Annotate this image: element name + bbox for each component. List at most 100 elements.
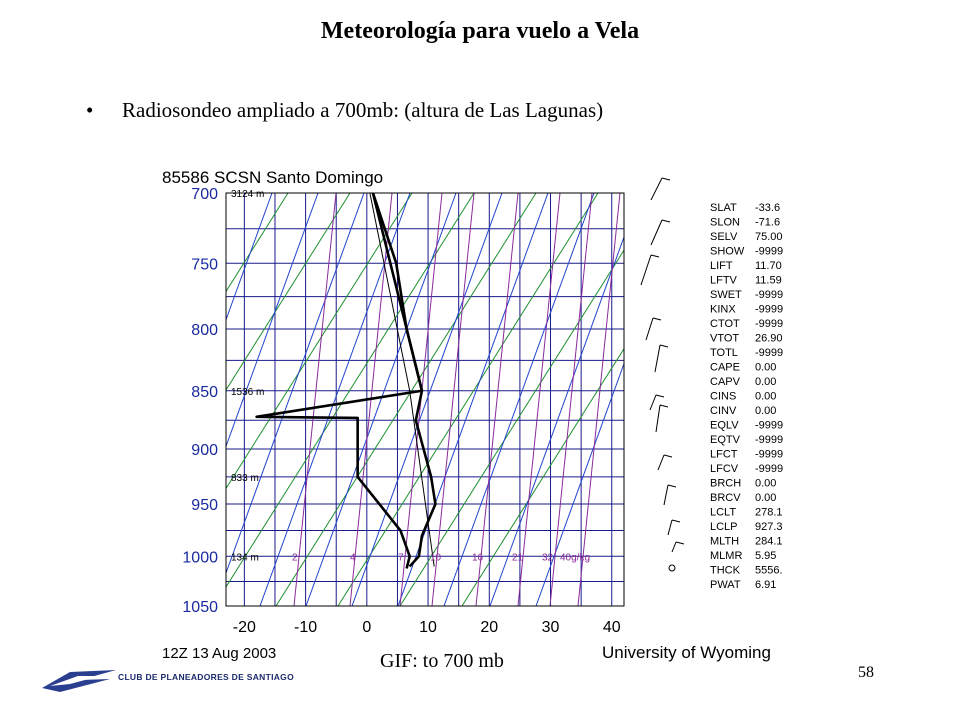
bullet-text: Radiosondeo ampliado a 700mb: (altura de… (122, 98, 604, 122)
index-value: 26.90 (755, 333, 783, 345)
index-value: -9999 (755, 463, 783, 475)
index-value: 284.1 (755, 536, 783, 548)
index-name: LFCV (710, 463, 739, 475)
index-value: 0.00 (755, 405, 776, 417)
mixing-ratio-line (293, 193, 337, 606)
index-value: -9999 (755, 304, 783, 316)
wind-barb-flag-icon (655, 394, 665, 398)
index-value: -9999 (755, 318, 783, 330)
pressure-tick-label: 950 (191, 497, 218, 514)
moist-adiabat-line (305, 193, 457, 606)
mixing-ratio-line (431, 193, 475, 606)
index-value: -9999 (755, 420, 783, 432)
moist-adiabat-line (0, 193, 134, 606)
moist-adiabat-line (0, 193, 88, 606)
pressure-tick-label: 850 (191, 384, 218, 401)
wind-barb-flag-icon (675, 541, 685, 545)
wind-barb-flag-icon (652, 317, 662, 321)
moist-adiabat-line (226, 193, 273, 322)
index-value: 11.70 (755, 260, 782, 272)
index-value: 11.59 (755, 275, 782, 287)
club-logo-text: CLUB DE PLANEADORES DE SANTIAGO (118, 672, 295, 682)
index-name: SWET (710, 289, 742, 301)
height-label: 833 m (231, 473, 259, 484)
dry-adiabat-line (0, 193, 102, 606)
pressure-tick-label: 1050 (182, 599, 218, 616)
wind-barb-flag-icon (667, 484, 677, 488)
pressure-tick-label: 700 (191, 186, 218, 203)
wind-barb-flag-icon (659, 344, 669, 348)
wind-barb-icon (657, 454, 665, 471)
moist-adiabat-line (226, 193, 319, 448)
temperature-tick-label: 20 (480, 619, 498, 636)
index-name: CINS (710, 391, 736, 403)
index-value: 0.00 (755, 492, 776, 504)
chart-footer-date: 12Z 13 Aug 2003 (162, 645, 276, 662)
index-name: MLMR (710, 550, 742, 562)
wind-barb-icon (671, 541, 677, 553)
index-value: -33.6 (755, 202, 780, 214)
bullet-dot: • (86, 98, 94, 122)
wind-barb-icon (667, 519, 673, 536)
temperature-profile-line (371, 193, 437, 568)
moist-adiabat-line (489, 235, 624, 606)
dry-adiabat-line (275, 193, 537, 606)
index-value: 5556. (755, 565, 783, 577)
dewpoint-profile-line (255, 193, 424, 569)
temperature-tick-label: 40 (603, 619, 621, 636)
dry-adiabat-line (226, 193, 475, 588)
mixing-ratio-line (475, 193, 519, 606)
dry-adiabat-line (226, 193, 413, 490)
index-name: MLTH (710, 536, 739, 548)
temperature-tick-label: 30 (542, 619, 560, 636)
temperature-tick-label: 0 (362, 619, 371, 636)
index-name: PWAT (710, 579, 741, 591)
pressure-tick-label: 1000 (182, 549, 218, 566)
index-value: -9999 (755, 449, 783, 461)
index-name: THCK (710, 565, 741, 577)
index-name: EQLV (710, 420, 739, 432)
mixing-ratio-line (517, 193, 561, 606)
mixing-ratio-label: 40g/kg (560, 552, 590, 563)
wind-barb-flag-icon (661, 177, 671, 181)
height-label: 134 m (231, 552, 259, 563)
index-name: LCLT (710, 507, 736, 519)
moist-adiabat-line (443, 193, 595, 606)
mixing-ratio-line (577, 193, 621, 606)
index-name: SLON (710, 217, 740, 229)
index-value: 0.00 (755, 362, 776, 374)
index-name: SLAT (710, 202, 737, 214)
index-value: 0.00 (755, 376, 776, 388)
index-name: VTOT (710, 333, 739, 345)
index-name: LIFT (710, 260, 733, 272)
wind-barb-icon (640, 254, 652, 286)
dry-adiabat-line (226, 193, 351, 391)
dry-adiabat-line (0, 193, 164, 606)
wind-barb-flag-icon (671, 519, 681, 523)
dry-adiabat-line (226, 193, 289, 293)
index-value: 927.3 (755, 521, 783, 533)
temperature-tick-label: -10 (294, 619, 317, 636)
wind-barb-icon (649, 394, 657, 411)
mixing-ratio-line (549, 193, 593, 606)
pressure-tick-label: 750 (191, 256, 218, 273)
index-name: LFTV (710, 275, 738, 287)
mixing-ratio-label: 7 (398, 552, 404, 563)
index-name: SHOW (710, 246, 745, 258)
index-name: CINV (710, 405, 737, 417)
club-logo-icon (42, 670, 116, 692)
index-value: -71.6 (755, 217, 780, 229)
index-value: 0.00 (755, 391, 776, 403)
index-name: CAPE (710, 362, 740, 374)
wind-barb-flag-icon (661, 219, 671, 223)
moist-adiabat-line (30, 193, 180, 606)
index-name: SELV (710, 231, 738, 243)
wind-barb-icon (654, 344, 661, 373)
dry-adiabat-line (461, 347, 624, 606)
index-value: 75.00 (755, 231, 783, 243)
index-value: -9999 (755, 347, 783, 359)
wind-barb-icon (650, 219, 663, 246)
height-label: 1536 m (231, 387, 264, 398)
wind-barb-flag-icon (659, 404, 669, 408)
